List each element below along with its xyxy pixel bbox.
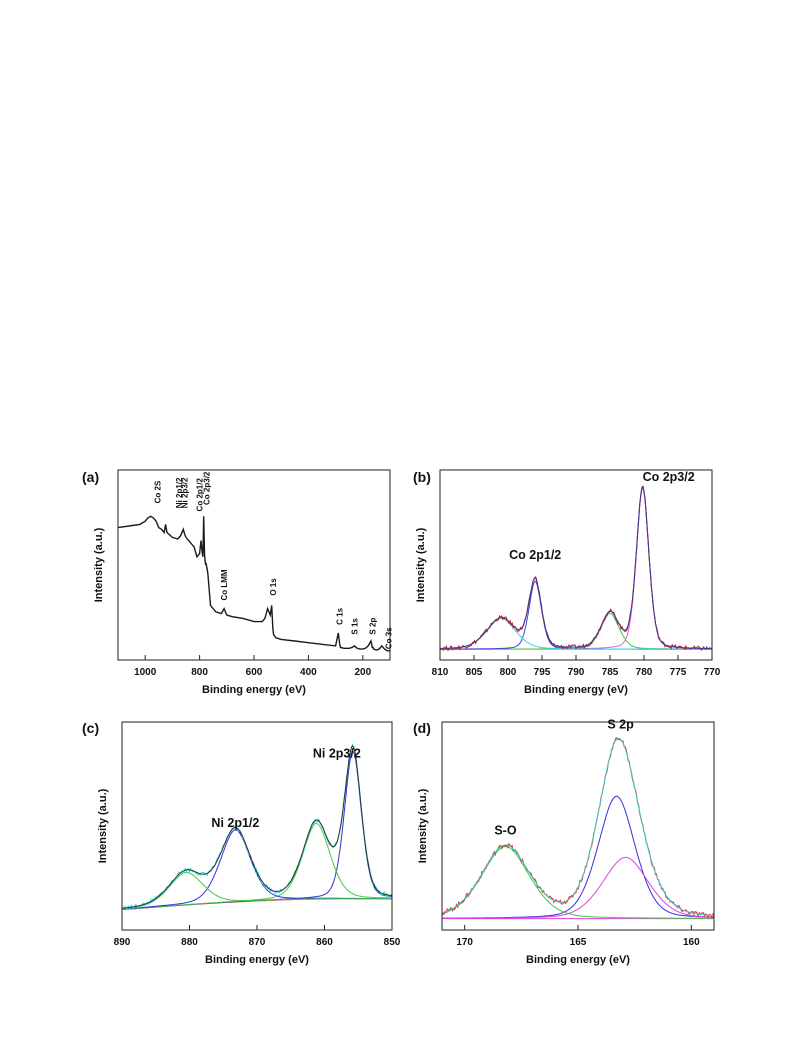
- peak-annotation: Ni 2p1/2: [211, 816, 259, 830]
- x-axis-label: Binding energy (eV): [205, 954, 309, 966]
- x-axis-label: Binding energy (eV): [524, 684, 628, 696]
- x-tick-label: 880: [181, 937, 198, 948]
- component-peak-2: [122, 829, 392, 910]
- panel-label-a: (a): [82, 469, 99, 485]
- peak-annotation: Co 2p1/2: [509, 548, 561, 562]
- x-tick-label: 770: [704, 667, 721, 678]
- x-tick-label: 790: [568, 667, 585, 678]
- component-peak-1: [122, 822, 392, 910]
- fit-envelope-line: [442, 737, 714, 917]
- fit-envelope-line: [440, 485, 712, 650]
- component-peak-1: [440, 613, 712, 650]
- x-tick-label: 780: [636, 667, 653, 678]
- x-tick-label: 785: [602, 667, 619, 678]
- x-tick-label: 810: [432, 667, 449, 678]
- peak-annotation: Ni 2p3/2: [313, 747, 361, 761]
- x-axis-label: Binding energy (eV): [202, 684, 306, 696]
- x-tick-label: 805: [466, 667, 483, 678]
- plot-frame: [439, 469, 713, 661]
- component-peak-0: [442, 795, 714, 919]
- peak-annotation: S 2p: [607, 717, 634, 731]
- peak-annotation: C 1s: [336, 607, 345, 624]
- component-peak-2: [442, 846, 714, 919]
- peak-annotation: Co 2p3/2: [202, 471, 211, 505]
- raw-data-line: [442, 737, 714, 920]
- peak-annotation: O 1s: [269, 578, 278, 596]
- component-peak-2: [440, 580, 712, 650]
- x-tick-label: 795: [534, 667, 551, 678]
- x-axis-label: Binding energy (eV): [526, 954, 630, 966]
- panel-label-c: (c): [82, 720, 99, 736]
- x-tick-label: 870: [249, 937, 266, 948]
- fit-envelope-line: [122, 745, 392, 909]
- peak-annotation: Co 2p1/2: [196, 478, 205, 512]
- y-axis-label: Intensity (a.u.): [415, 527, 427, 602]
- x-tick-label: 170: [456, 937, 473, 948]
- panel-d: 170 165 160 Binding energy (eV) Intensity (a…: [417, 717, 715, 966]
- peak-annotation: S-O: [494, 824, 517, 838]
- peak-annotation: Co 2S: [153, 480, 162, 503]
- y-axis-label: Intensity (a.u.): [93, 527, 105, 602]
- component-peak-0: [440, 486, 712, 650]
- peak-annotation: Co 3s: [385, 627, 394, 649]
- peak-annotation: S 1s: [351, 618, 360, 635]
- panel-a: 1000 800 600 400 200 Binding energy (eV) Inten…: [93, 469, 394, 696]
- x-tick-label: 775: [670, 667, 687, 678]
- peak-annotation: Ni 2p1/2: [175, 477, 184, 508]
- y-axis-label: Intensity (a.u.): [417, 788, 429, 863]
- x-tick-label: 165: [570, 937, 587, 948]
- component-peak-1: [442, 856, 714, 919]
- component-peak-3: [122, 871, 392, 910]
- x-tick-label: 800: [500, 667, 517, 678]
- peak-annotation: Co LMM: [220, 569, 229, 600]
- panel-c: 890 880 870 860 850 Binding energy (eV) Intens…: [97, 721, 401, 966]
- panel-label-d: (d): [413, 720, 431, 736]
- peak-annotation: Ni 2p3/2: [181, 477, 190, 508]
- peak-annotation: Co 2p3/2: [643, 470, 695, 484]
- x-tick-label: 850: [384, 937, 401, 948]
- raw-data-line: [440, 485, 712, 652]
- series-line-0: [118, 515, 390, 652]
- x-tick-label: 600: [246, 667, 263, 678]
- x-tick-label: 160: [683, 937, 700, 948]
- x-tick-label: 890: [114, 937, 131, 948]
- panel-b: 810 805 800 795 790 785 780 775 770 Binding energ…: [415, 469, 721, 696]
- x-tick-label: 400: [300, 667, 317, 678]
- component-peak-0: [122, 750, 392, 910]
- y-axis-label: Intensity (a.u.): [97, 788, 109, 863]
- panel-label-b: (b): [413, 469, 431, 485]
- x-tick-label: 860: [316, 937, 333, 948]
- component-peak-3: [440, 617, 712, 650]
- x-tick-label: 1000: [134, 667, 157, 678]
- peak-annotation: S 2p: [368, 618, 377, 635]
- x-tick-label: 800: [191, 667, 208, 678]
- x-tick-label: 200: [354, 667, 371, 678]
